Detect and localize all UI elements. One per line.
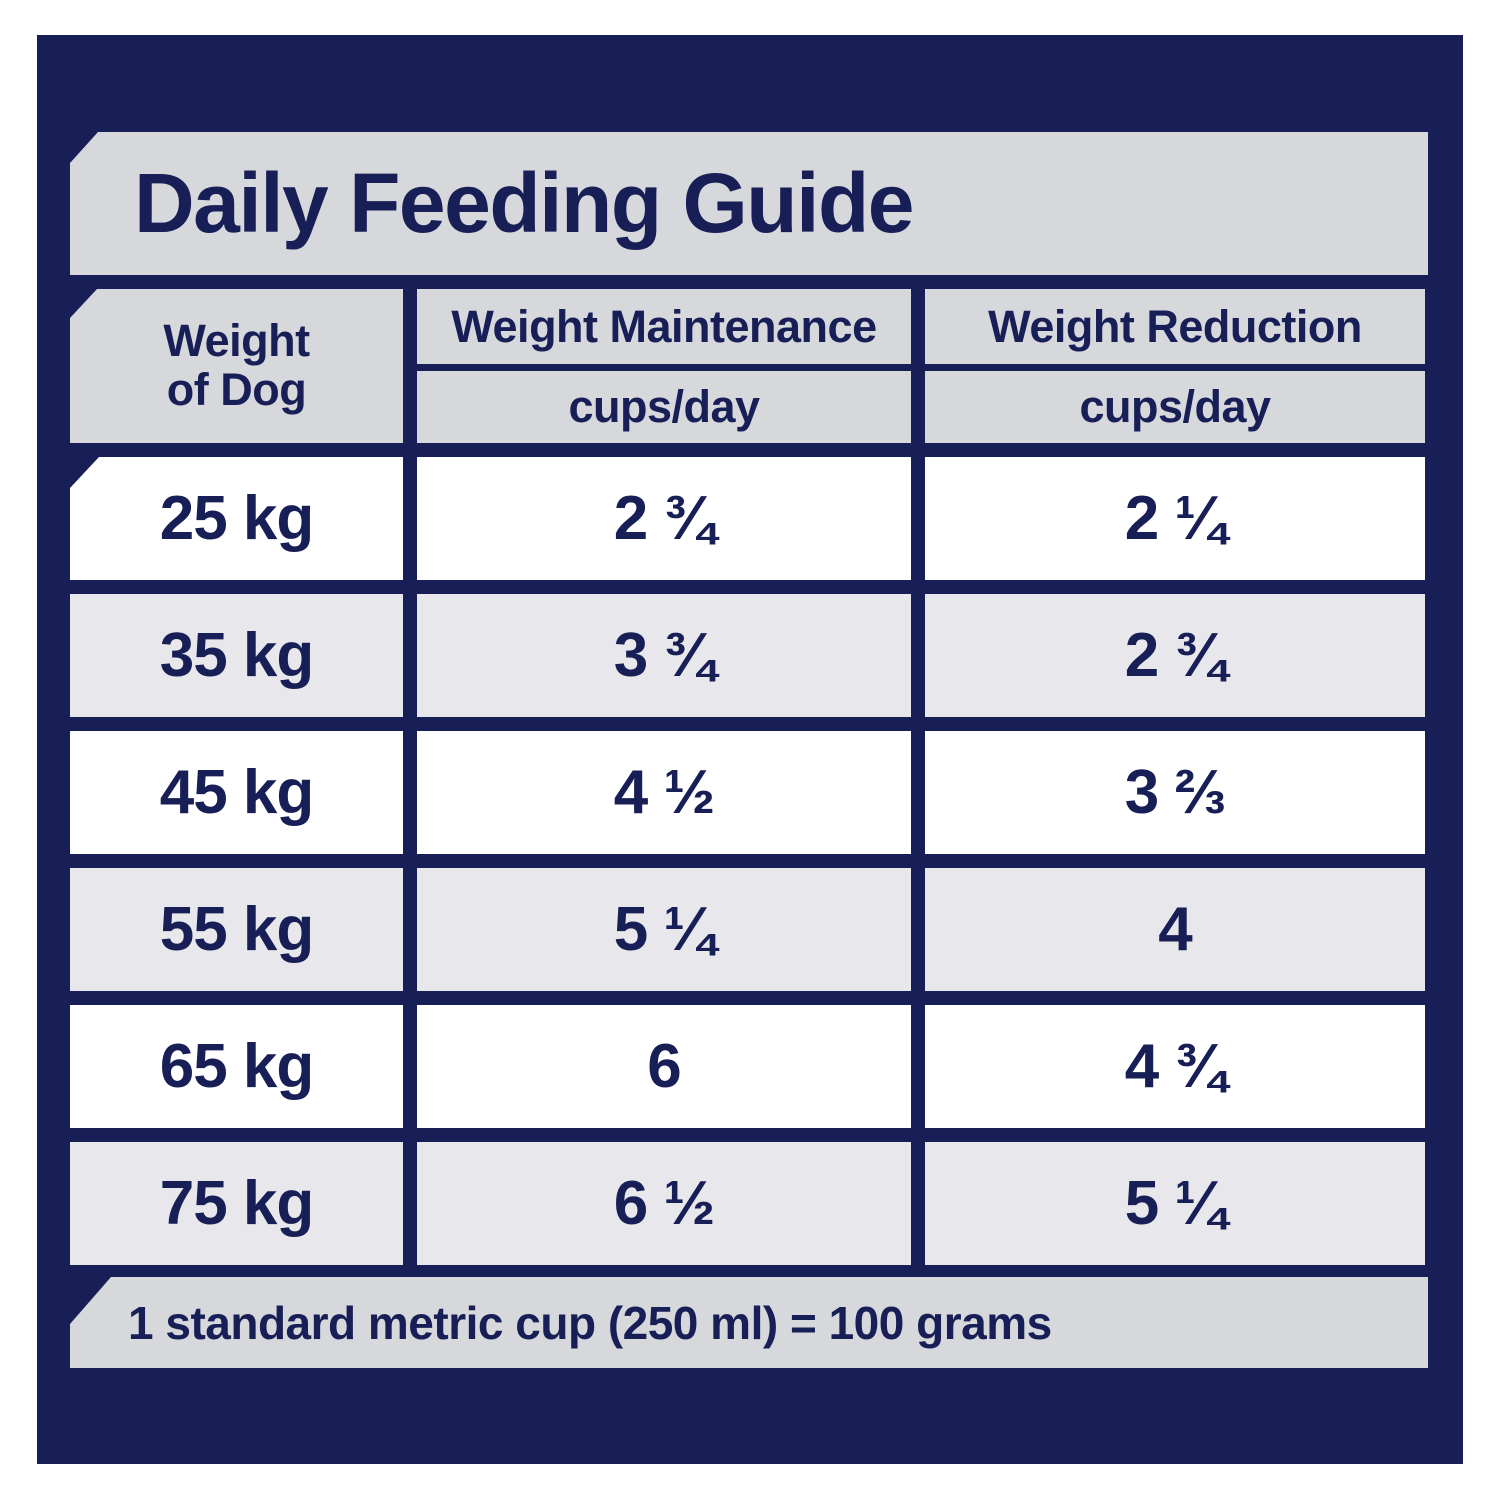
header-divider-line (417, 364, 911, 371)
col-header-weight-maintenance: Weight Maintenance cups/day (417, 289, 911, 443)
reduction-units-label: cups/day (1079, 381, 1271, 432)
row-65kg-maintenance: 6 (417, 1005, 911, 1128)
row-45kg-reduction: 3 ⅔ (925, 731, 1425, 854)
row-65kg-weight: 65 kg (70, 1005, 403, 1128)
row-45kg-maintenance: 4 ½ (417, 731, 911, 854)
weight-of-dog-line1: Weight (163, 315, 310, 367)
weight-reduction-label: Weight Reduction (988, 300, 1362, 352)
weight-maintenance-label: Weight Maintenance (451, 300, 877, 352)
row-75kg-maintenance: 6 ½ (417, 1142, 911, 1265)
footer-note: 1 standard metric cup (250 ml) = 100 gra… (128, 1296, 1052, 1349)
row-45kg-weight: 45 kg (70, 731, 403, 854)
weight-of-dog-line2: of Dog (166, 364, 307, 415)
row-55kg-weight: 55 kg (70, 868, 403, 991)
row-25kg-reduction: 2 ¼ (925, 457, 1425, 580)
row-25kg-maintenance: 2 ¾ (417, 457, 911, 580)
col-header-weight-of-dog: Weight of Dog (70, 289, 403, 443)
row-35kg-reduction: 2 ¾ (925, 594, 1425, 717)
col-header-weight-reduction: Weight Reduction cups/day (925, 289, 1425, 443)
row-75kg-weight: 75 kg (70, 1142, 403, 1265)
row-55kg-reduction: 4 (925, 868, 1425, 991)
page-title: Daily Feeding Guide (134, 156, 914, 250)
feeding-table: Weight of Dog Weight Maintenance cups/da… (70, 289, 1425, 1265)
footer-note-bar: 1 standard metric cup (250 ml) = 100 gra… (70, 1277, 1428, 1368)
row-75kg-reduction: 5 ¼ (925, 1142, 1425, 1265)
row-65kg-reduction: 4 ¾ (925, 1005, 1425, 1128)
row-25kg-weight: 25 kg (70, 457, 403, 580)
row-35kg-maintenance: 3 ¾ (417, 594, 911, 717)
row-35kg-weight: 35 kg (70, 594, 403, 717)
row-55kg-maintenance: 5 ¼ (417, 868, 911, 991)
title-banner: Daily Feeding Guide (70, 132, 1428, 275)
header-divider-line (925, 364, 1425, 371)
feeding-guide-board: Daily Feeding Guide Weight of Dog Weight… (37, 35, 1463, 1464)
maintenance-units-label: cups/day (568, 381, 760, 432)
